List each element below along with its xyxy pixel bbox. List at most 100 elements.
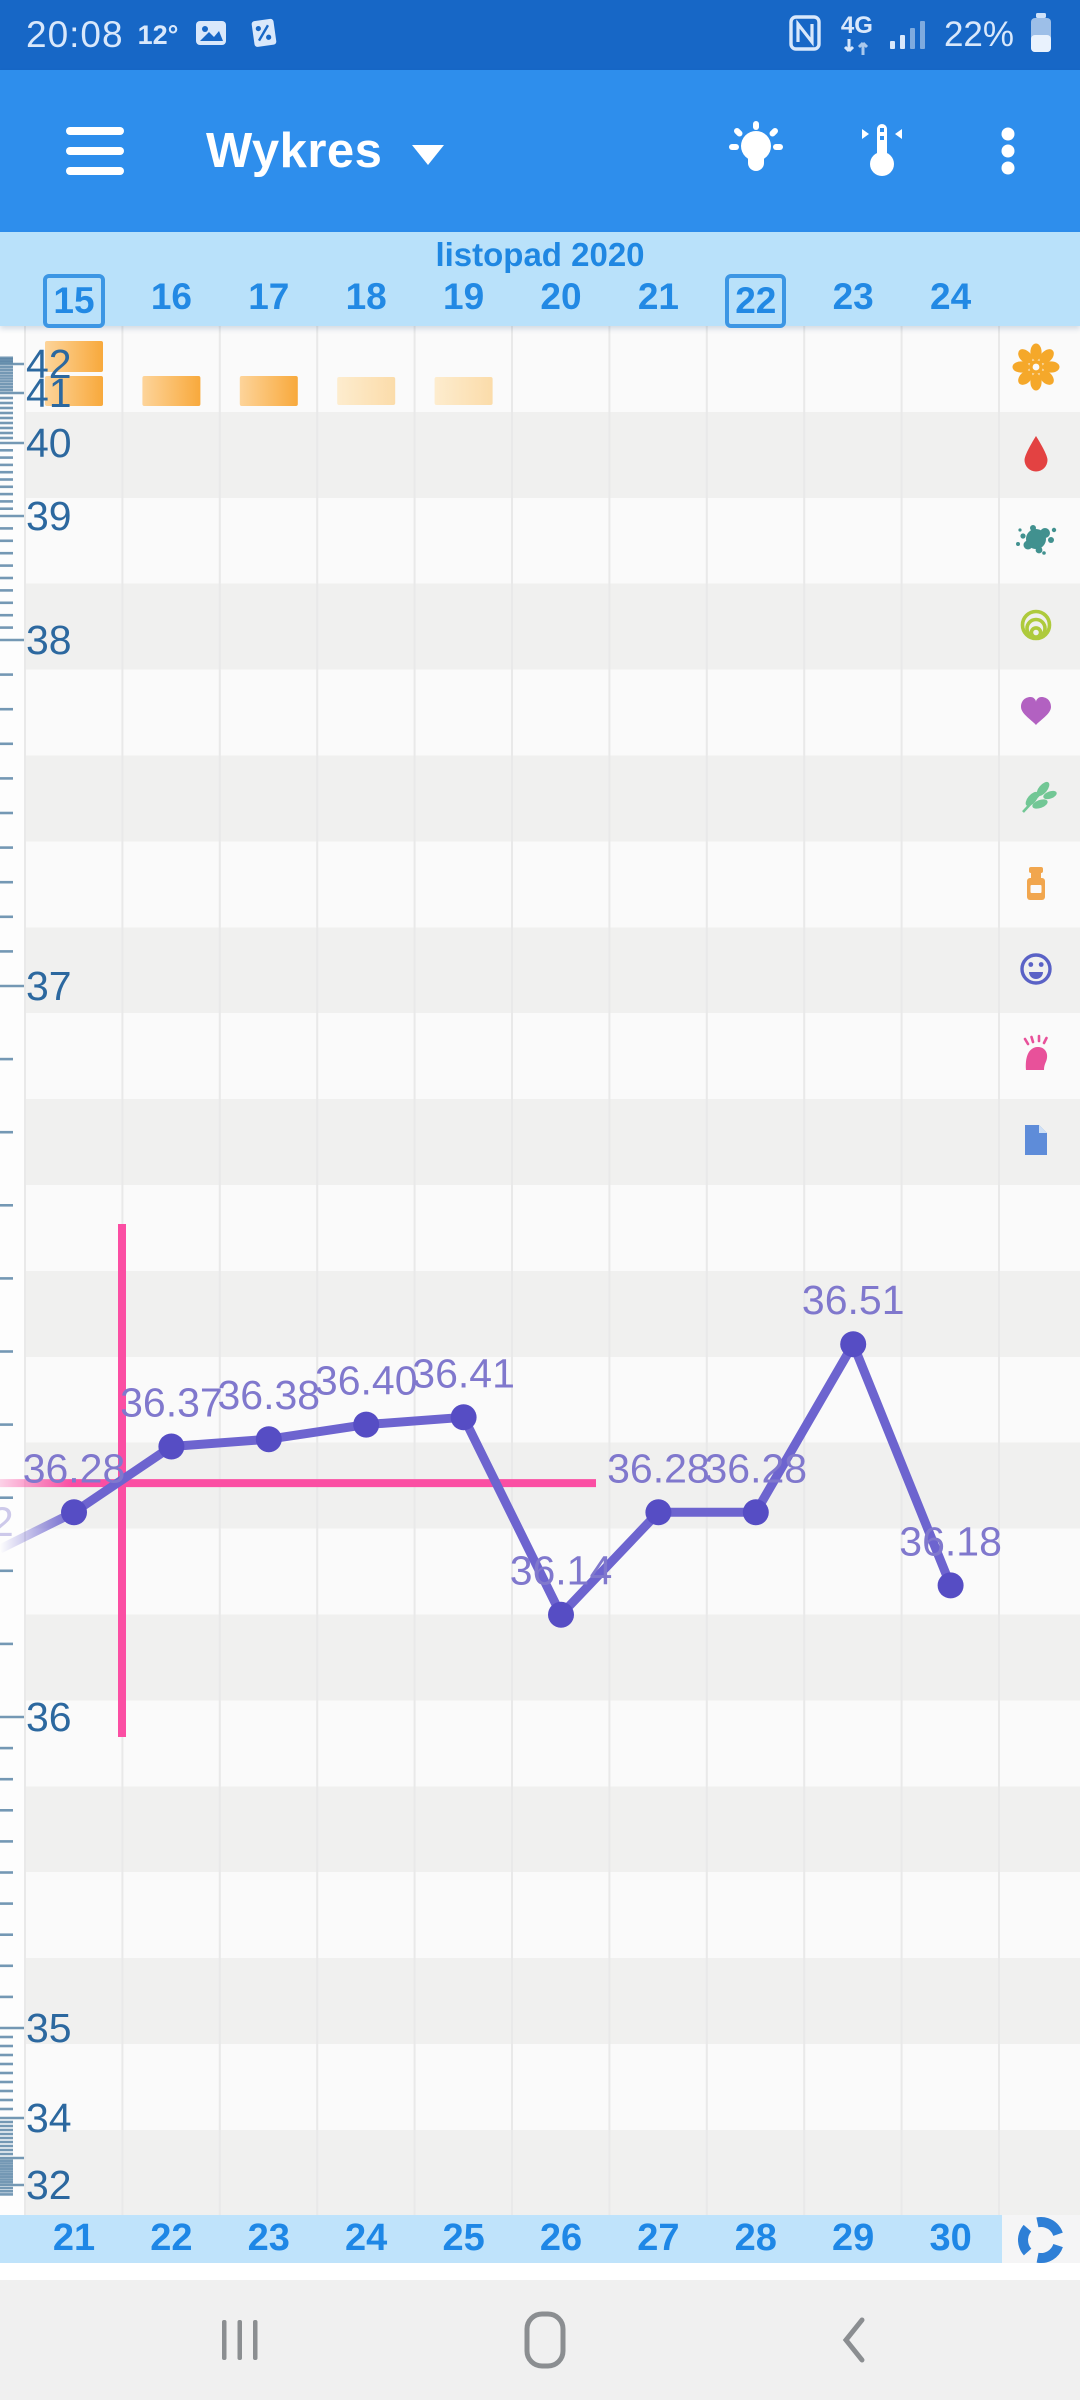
weather-temp: 12° <box>137 19 179 50</box>
cycle-day-25[interactable]: 25 <box>442 2217 485 2259</box>
cycle-day-24[interactable]: 24 <box>345 2217 388 2259</box>
band-gap <box>0 2263 1080 2280</box>
three-dot-menu-icon <box>1001 127 1015 175</box>
y-axis-label: 41 <box>26 370 72 416</box>
date-20[interactable]: 20 <box>540 276 582 317</box>
cycle-day-28[interactable]: 28 <box>734 2217 777 2259</box>
temp-line <box>69 1339 956 1620</box>
status-left: 20:08 12° <box>26 14 282 57</box>
clipped-point-label: 2 <box>0 1498 14 1545</box>
recents-button[interactable] <box>160 2280 320 2400</box>
date-22-highlighted[interactable]: 22 <box>707 274 805 328</box>
recents-icon <box>222 2320 258 2360</box>
y-axis-label: 36 <box>26 1694 72 1740</box>
y-axis-label: 39 <box>26 493 72 539</box>
battery-icon <box>1028 11 1054 60</box>
navigation-bar <box>0 2280 1080 2400</box>
gallery-notification-icon <box>192 14 230 57</box>
calendar-date-band: listopad 2020 15 16 17 18 19 20 21 22 23 24 <box>0 232 1080 328</box>
data-point[interactable] <box>255 1426 282 1453</box>
medicine-bottle-icon[interactable] <box>1010 857 1062 909</box>
sync-icon <box>1018 2217 1064 2263</box>
data-point[interactable] <box>840 1331 867 1358</box>
mucus-splat-icon[interactable] <box>1010 513 1062 565</box>
mobile-data-4g-icon: 4G <box>840 14 874 56</box>
date-17[interactable]: 17 <box>248 276 290 317</box>
back-button[interactable] <box>775 2280 935 2400</box>
cervix-rings-icon[interactable] <box>1010 599 1062 651</box>
month-label: listopad 2020 <box>435 236 645 273</box>
data-point-label: 36.18 <box>899 1518 1002 1564</box>
sync-button[interactable] <box>1013 2212 1069 2268</box>
chart-title-dropdown[interactable]: Wykres <box>206 123 445 179</box>
status-bar: 20:08 12° 4G 22% <box>0 0 1080 70</box>
data-point-label: 36.37 <box>120 1380 223 1426</box>
y-axis-label: 38 <box>26 617 72 663</box>
data-point[interactable] <box>353 1411 380 1438</box>
menstruation-bar[interactable] <box>434 377 493 405</box>
menstruation-bar[interactable] <box>239 376 298 406</box>
y-axis-label: 34 <box>26 2095 72 2141</box>
menstruation-bar[interactable] <box>45 376 103 406</box>
heart-icon[interactable] <box>1010 685 1062 737</box>
chevron-down-icon <box>412 145 445 165</box>
data-point-label: 36.14 <box>510 1548 613 1594</box>
flower-icon[interactable] <box>1010 341 1062 393</box>
data-point[interactable] <box>61 1499 87 1526</box>
status-right: 4G 22% <box>786 11 1054 60</box>
menstruation-bar[interactable] <box>45 341 103 372</box>
cycle-day-21[interactable]: 21 <box>52 2217 96 2259</box>
data-point[interactable] <box>548 1601 574 1628</box>
date-18[interactable]: 18 <box>345 276 387 317</box>
y-axis-label: 37 <box>26 963 72 1009</box>
add-temperature-button[interactable] <box>838 107 926 195</box>
cycle-day-22[interactable]: 22 <box>150 2217 193 2259</box>
date-21[interactable]: 21 <box>637 276 679 317</box>
thermometer-icon <box>862 124 902 176</box>
date-15-highlighted[interactable]: 15 <box>25 274 123 328</box>
data-point[interactable] <box>742 1499 769 1526</box>
blood-drop-icon[interactable] <box>1010 427 1062 479</box>
cycle-day-29[interactable]: 29 <box>832 2217 875 2259</box>
page-title: Wykres <box>206 124 383 178</box>
app-bar: Wykres <box>0 70 1080 232</box>
y-axis-label: 40 <box>26 420 72 466</box>
y-axis-label: 42 <box>26 341 72 387</box>
back-icon <box>842 2317 865 2363</box>
data-point[interactable] <box>645 1499 672 1526</box>
cycle-day-30[interactable]: 30 <box>929 2217 972 2259</box>
temp-line-entry <box>0 1508 76 1554</box>
coupon-notification-icon <box>244 14 282 57</box>
menstruation-bar[interactable] <box>142 376 201 406</box>
pain-icon[interactable] <box>1010 1028 1062 1080</box>
overflow-menu-button[interactable] <box>964 107 1052 195</box>
leaves-icon[interactable] <box>1010 771 1062 823</box>
cycle-day-band: 21 22 23 24 25 26 27 28 29 30 <box>0 2215 1002 2263</box>
cycle-day-26[interactable]: 26 <box>539 2217 583 2259</box>
data-point-label: 36.41 <box>412 1350 515 1396</box>
cycle-day-27[interactable]: 27 <box>637 2217 680 2259</box>
data-point[interactable] <box>937 1572 964 1599</box>
data-point-label: 36.40 <box>315 1358 418 1404</box>
data-point-label: 36.28 <box>23 1445 126 1491</box>
menstruation-bar[interactable] <box>337 377 396 405</box>
cycle-day-23[interactable]: 23 <box>247 2217 290 2259</box>
y-axis-label: 32 <box>26 2162 72 2208</box>
note-icon[interactable] <box>1010 1114 1062 1166</box>
date-23[interactable]: 23 <box>832 276 874 317</box>
data-point[interactable] <box>450 1404 477 1431</box>
mood-smiley-icon[interactable] <box>1010 943 1062 995</box>
chart-row-stripes <box>25 326 1080 2215</box>
menu-button[interactable] <box>66 127 130 175</box>
tips-lightbulb-button[interactable] <box>712 107 800 195</box>
date-19[interactable]: 19 <box>443 276 485 317</box>
clock: 20:08 <box>26 14 124 55</box>
date-24[interactable]: 24 <box>930 276 972 317</box>
home-button[interactable] <box>465 2280 625 2400</box>
data-point[interactable] <box>158 1433 185 1460</box>
data-point-label: 36.51 <box>802 1277 905 1323</box>
data-point-label: 36.28 <box>704 1445 807 1491</box>
date-16[interactable]: 16 <box>150 276 192 317</box>
